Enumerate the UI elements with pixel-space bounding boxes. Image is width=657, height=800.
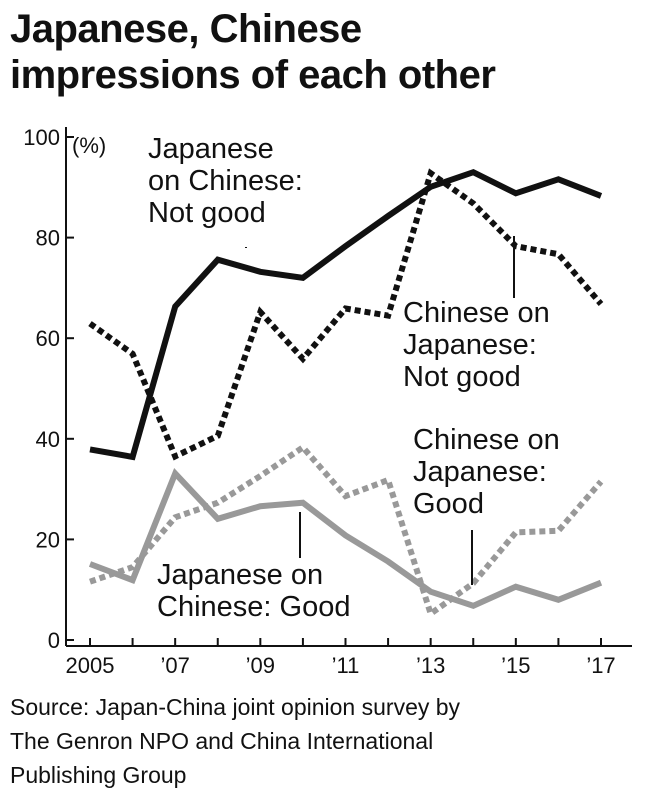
y-tick-label: 80 <box>36 226 60 251</box>
chart-title: Japanese, Chinese impressions of each ot… <box>10 6 496 98</box>
series-line-3 <box>88 468 603 610</box>
y-tick-label: 0 <box>48 628 60 653</box>
line-chart: 0 20 40 60 80 100 (%) 2005 ’07 ’09 ’11 ’13 ’15 ’17 Ja… <box>23 125 632 678</box>
y-tick-label: 20 <box>36 527 60 552</box>
series-line-1 <box>88 168 604 461</box>
series-line-0 <box>89 168 603 461</box>
x-tick-label: 2005 <box>66 653 115 678</box>
x-tick-label: ’09 <box>246 653 275 678</box>
y-unit-label: (%) <box>72 133 106 158</box>
y-tick-label: 100 <box>23 125 60 150</box>
source-note: Source: Japan-China joint opinion survey… <box>10 690 650 792</box>
series-label-3-line-0: Japanese on <box>157 559 323 591</box>
series-label-2-line-1: Japanese: <box>413 456 547 488</box>
x-tick-label: ’13 <box>416 653 445 678</box>
x-tick-label: ’17 <box>586 653 615 678</box>
x-tick-label: ’15 <box>501 653 530 678</box>
chart-title-line-1: Japanese, Chinese <box>10 7 362 51</box>
series-label-3-line-1: Chinese: Good <box>157 591 350 623</box>
x-tick-label: ’07 <box>160 653 189 678</box>
series-line-2 <box>89 443 604 619</box>
chart-axes: 0 20 40 60 80 100 (%) 2005 ’07 ’09 ’11 ’13 ’15 ’17 <box>23 125 632 678</box>
x-tick-label: ’11 <box>332 653 360 678</box>
series-label-0-line-1: on Chinese: <box>148 165 303 197</box>
series-label-0-line-0: Japanese <box>148 133 274 165</box>
chart-title-line-2: impressions of each other <box>10 53 496 97</box>
source-line-1: Source: Japan-China joint opinion survey… <box>10 694 461 720</box>
y-tick-label: 40 <box>36 427 60 452</box>
chart-series-lines <box>88 168 604 619</box>
series-label-1-line-0: Chinese on <box>403 297 550 329</box>
series-label-1-line-1: Japanese: <box>403 329 537 361</box>
y-tick-label: 60 <box>36 326 60 351</box>
series-label-1-line-2: Not good <box>403 361 521 393</box>
series-label-2-line-2: Good <box>413 488 484 520</box>
series-label-0-line-2: Not good <box>148 197 266 229</box>
source-line-2: The Genron NPO and China International <box>10 728 434 754</box>
source-line-3: Publishing Group <box>10 762 187 788</box>
series-label-2-line-0: Chinese on <box>413 424 560 456</box>
